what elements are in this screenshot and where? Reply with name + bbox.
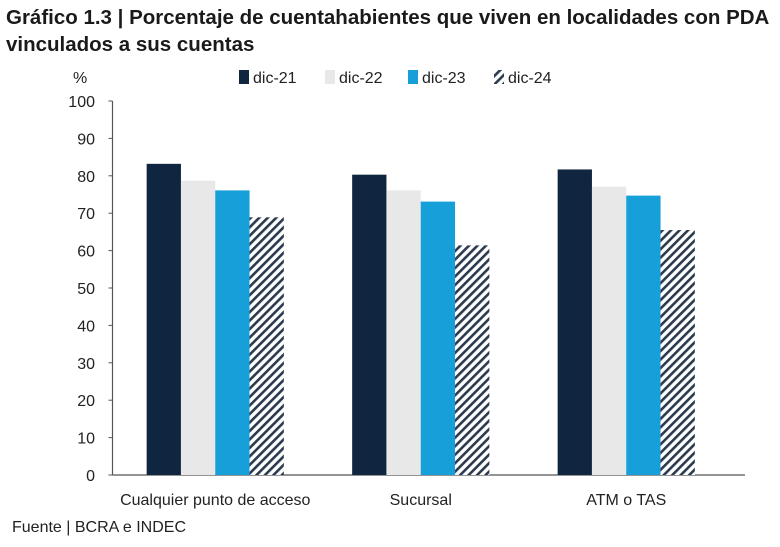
legend-swatch-dic-23 (408, 70, 418, 84)
y-tick-label: 80 (77, 169, 95, 186)
legend-label: dic-23 (422, 70, 466, 87)
y-tick-label: 70 (77, 206, 95, 223)
y-tick-label: 10 (77, 431, 95, 448)
y-tick-label: 20 (77, 393, 95, 410)
legend-label: dic-22 (339, 70, 383, 87)
bar-dic-24 (455, 245, 490, 475)
bar-dic-23 (215, 190, 250, 476)
bar-dic-24 (249, 217, 284, 475)
legend-swatch-dic-24 (494, 70, 504, 84)
bar-dic-22 (180, 180, 216, 476)
bar-dic-22 (591, 186, 627, 475)
x-tick-label: Cualquier punto de acceso (120, 492, 310, 509)
y-tick-label: 30 (77, 356, 95, 373)
x-tick-label: ATM o TAS (586, 492, 666, 509)
bar-dic-21 (557, 169, 592, 475)
y-tick-label: 0 (86, 468, 95, 485)
x-tick-label: Sucursal (390, 492, 452, 509)
y-tick-label: 100 (68, 94, 95, 111)
bar-dic-21 (352, 174, 387, 476)
bar-dic-23 (626, 195, 661, 475)
chart-title: Gráfico 1.3 | Porcentaje de cuentahabien… (6, 6, 769, 56)
legend-swatch-dic-21 (239, 70, 249, 84)
y-tick-label: 50 (77, 281, 95, 298)
legend-label: dic-21 (253, 70, 297, 87)
bar-dic-21 (146, 163, 181, 475)
bar-dic-24 (660, 230, 695, 475)
y-tick-label: 60 (77, 244, 95, 261)
bar-dic-22 (386, 190, 421, 476)
bar-dic-23 (420, 201, 456, 475)
legend-swatch-dic-22 (325, 70, 335, 84)
legend-label: dic-24 (508, 70, 552, 87)
source-note: Fuente | BCRA e INDEC (12, 519, 186, 536)
y-tick-label: 40 (77, 318, 95, 335)
y-tick-label: 90 (77, 131, 95, 148)
y-axis-label: % (73, 70, 87, 87)
